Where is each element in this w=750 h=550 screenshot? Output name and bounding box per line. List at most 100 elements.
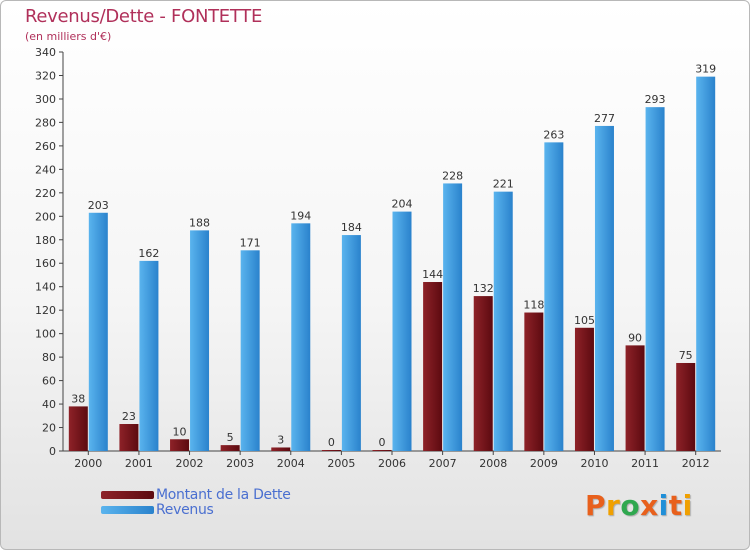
bar-revenue bbox=[443, 183, 463, 451]
bar-debt-label: 144 bbox=[422, 268, 443, 281]
bar-revenue bbox=[88, 212, 108, 451]
x-tick-label: 2003 bbox=[226, 457, 254, 470]
bar-debt-label: 0 bbox=[379, 436, 386, 449]
bar-revenue-label: 184 bbox=[341, 221, 362, 234]
bar-debt-label: 23 bbox=[122, 410, 136, 423]
logo-letter: i bbox=[682, 489, 693, 522]
bar-debt bbox=[321, 450, 341, 451]
y-tick-label: 200 bbox=[35, 210, 56, 223]
bar-debt-label: 132 bbox=[473, 282, 494, 295]
y-tick-label: 180 bbox=[35, 234, 56, 247]
y-tick-label: 340 bbox=[35, 46, 56, 59]
bar-debt bbox=[473, 296, 493, 451]
bar-revenue bbox=[139, 260, 159, 451]
y-tick-label: 260 bbox=[35, 140, 56, 153]
y-tick-label: 40 bbox=[42, 398, 56, 411]
bar-debt bbox=[220, 445, 240, 451]
bar-debt bbox=[625, 345, 645, 451]
bar-debt bbox=[271, 447, 291, 451]
bar-debt-label: 38 bbox=[71, 392, 85, 405]
bar-debt-label: 0 bbox=[328, 436, 335, 449]
bar-revenue-label: 204 bbox=[392, 198, 413, 211]
bar-debt bbox=[170, 439, 190, 451]
bar-revenue bbox=[544, 142, 564, 452]
bar-debt bbox=[524, 312, 544, 451]
x-tick-label: 2012 bbox=[682, 457, 710, 470]
y-tick-label: 100 bbox=[35, 328, 56, 341]
bar-revenue bbox=[291, 223, 311, 451]
bar-revenue bbox=[190, 230, 210, 451]
bar-revenue-label: 319 bbox=[695, 63, 716, 76]
x-tick-label: 2007 bbox=[429, 457, 457, 470]
bar-revenue-label: 203 bbox=[88, 199, 109, 212]
bars-group: 38 203 23 162 10 188 5 171 3 194 0 184 0 204 144 228 132… bbox=[68, 63, 716, 452]
y-tick-label: 280 bbox=[35, 116, 56, 129]
bar-debt-label: 5 bbox=[227, 431, 234, 444]
y-tick-label: 120 bbox=[35, 304, 56, 317]
x-tick-label: 2001 bbox=[125, 457, 153, 470]
bar-revenue bbox=[594, 125, 614, 452]
legend-swatch-debt bbox=[101, 491, 154, 499]
y-tick-label: 320 bbox=[35, 69, 56, 82]
bar-debt-label: 118 bbox=[523, 299, 544, 312]
x-tick-label: 2002 bbox=[176, 457, 204, 470]
bar-revenue bbox=[341, 235, 361, 451]
logo-letter: o bbox=[620, 489, 641, 522]
bar-revenue bbox=[493, 191, 513, 451]
y-tick-label: 140 bbox=[35, 281, 56, 294]
y-axis: 0 20 40 60 80 100 120 140 160 180 200 220 240 260 280 3… bbox=[35, 46, 64, 458]
bar-revenue-label: 293 bbox=[645, 93, 666, 106]
y-tick-label: 300 bbox=[35, 93, 56, 106]
bar-debt-label: 3 bbox=[277, 433, 284, 446]
logo-letter: P bbox=[585, 489, 607, 522]
logo-letter: i bbox=[658, 489, 669, 522]
bar-revenue-label: 221 bbox=[493, 178, 514, 191]
legend-label-debt: Montant de la Dette bbox=[156, 487, 291, 503]
y-tick-label: 20 bbox=[42, 422, 56, 435]
bar-debt bbox=[372, 450, 392, 451]
x-tick-label: 2011 bbox=[631, 457, 659, 470]
logo-letter: t bbox=[668, 489, 683, 522]
x-tick-label: 2005 bbox=[327, 457, 355, 470]
bar-debt-label: 90 bbox=[628, 331, 642, 344]
x-tick-label: 2008 bbox=[479, 457, 507, 470]
x-tick-label: 2000 bbox=[74, 457, 102, 470]
bar-revenue-label: 194 bbox=[290, 209, 311, 222]
chart-subtitle: (en milliers d'€) bbox=[25, 30, 112, 43]
x-tick-label: 2006 bbox=[378, 457, 406, 470]
x-tick-label: 2004 bbox=[277, 457, 305, 470]
legend-label-revenue: Revenus bbox=[156, 502, 214, 518]
y-tick-label: 240 bbox=[35, 163, 56, 176]
bar-revenue-label: 171 bbox=[240, 236, 261, 249]
logo-letter: r bbox=[606, 489, 621, 522]
bar-revenue bbox=[392, 211, 412, 451]
bar-debt bbox=[68, 406, 88, 451]
chart-title: Revenus/Dette - FONTETTE bbox=[25, 6, 263, 27]
bar-debt-label: 105 bbox=[574, 314, 595, 327]
legend-swatch-revenue bbox=[101, 506, 154, 514]
bar-revenue-label: 188 bbox=[189, 216, 210, 229]
logo-letter: x bbox=[640, 489, 659, 522]
bar-revenue-label: 277 bbox=[594, 112, 615, 125]
y-tick-label: 160 bbox=[35, 257, 56, 270]
bar-debt-label: 75 bbox=[679, 349, 693, 362]
bar-revenue-label: 228 bbox=[442, 169, 463, 182]
bar-debt-label: 10 bbox=[173, 425, 187, 438]
y-tick-label: 0 bbox=[49, 445, 56, 458]
y-tick-label: 80 bbox=[42, 351, 56, 364]
y-tick-label: 60 bbox=[42, 375, 56, 388]
bar-revenue-label: 162 bbox=[138, 247, 159, 260]
bar-revenue bbox=[645, 107, 665, 451]
bar-revenue-label: 263 bbox=[543, 128, 564, 141]
bar-revenue bbox=[240, 250, 260, 451]
x-axis: 2000 2001 2002 2003 2004 2005 2006 2007 2008 2009… bbox=[63, 450, 721, 470]
x-tick-label: 2010 bbox=[580, 457, 608, 470]
x-tick-label: 2009 bbox=[530, 457, 558, 470]
bar-debt bbox=[423, 282, 443, 451]
bar-debt bbox=[676, 362, 696, 451]
bar-debt bbox=[119, 424, 139, 451]
y-tick-label: 220 bbox=[35, 187, 56, 200]
bar-revenue bbox=[696, 76, 716, 452]
